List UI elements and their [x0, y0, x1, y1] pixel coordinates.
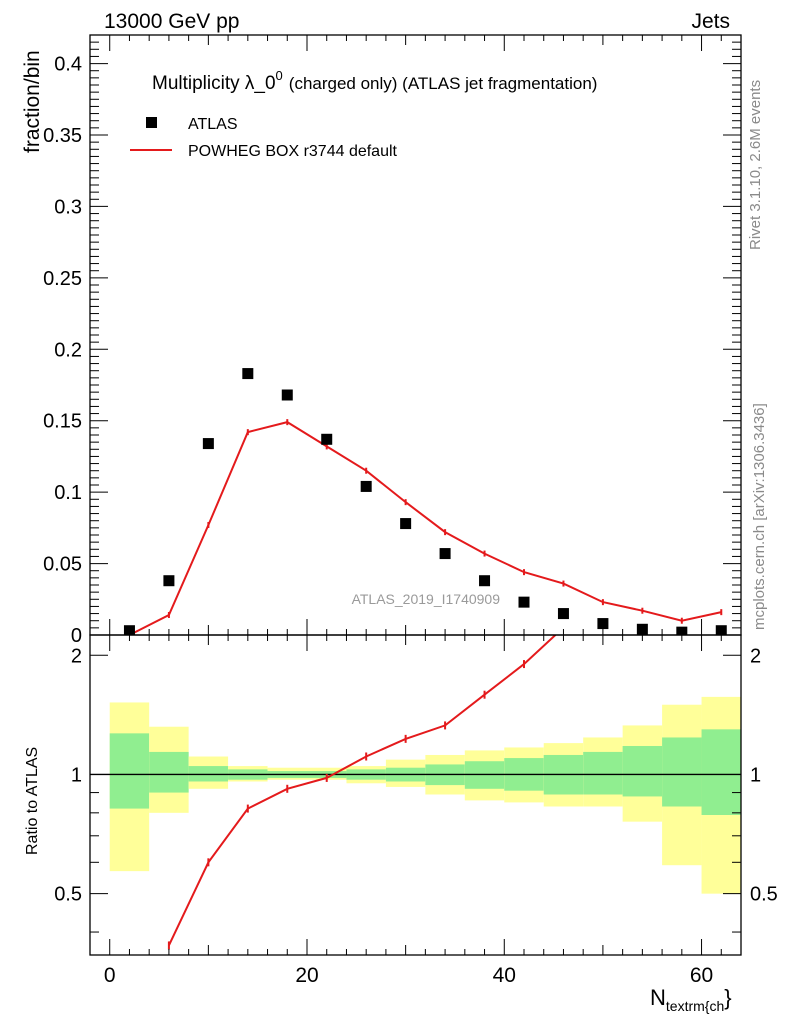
y-tick-label: 0.3 — [54, 196, 82, 218]
data-point — [321, 433, 333, 445]
rivet-label: Rivet 3.1.10, 2.6M events — [747, 80, 764, 250]
y-tick-label: 0 — [71, 625, 82, 647]
header-left: 13000 GeV pp — [104, 10, 239, 33]
data-point — [557, 608, 569, 620]
ratio-band-inner — [188, 766, 229, 782]
ratio-y-tick-label-left: 1 — [71, 764, 82, 786]
mc-series-line — [129, 421, 722, 635]
ratio-band-inner — [149, 751, 189, 793]
data-point — [360, 480, 372, 492]
ratio-y-tick-label-right: 0.5 — [750, 884, 778, 906]
x-label-main: N — [650, 985, 666, 1010]
ratio-band-inner — [662, 737, 702, 807]
analysis-tag: ATLAS_2019_I1740909 — [352, 591, 501, 607]
header-right: Jets — [691, 10, 730, 33]
data-point — [518, 596, 530, 608]
data-point — [439, 548, 451, 560]
mcplots-label: mcplots.cern.ch [arXiv:1306.3436] — [751, 403, 768, 630]
ratio-y-tick-label-right: 1 — [750, 764, 761, 786]
y-tick-label: 0.4 — [54, 54, 82, 76]
y-tick-label: 0.15 — [43, 411, 82, 433]
x-tick-label: 0 — [104, 964, 116, 987]
ratio-band-inner — [622, 745, 663, 797]
title-superscript: 0 — [276, 68, 283, 83]
ratio-band-inner — [583, 751, 623, 795]
data-point — [400, 518, 412, 530]
x-tick-label: 60 — [690, 964, 713, 987]
legend-marker-atlas — [146, 117, 157, 128]
ratio-y-tick-label-right: 2 — [750, 645, 761, 667]
ratio-y-axis-label: Ratio to ATLAS — [24, 747, 41, 855]
legend-label-powheg: POWHEG BOX r3744 default — [188, 143, 398, 160]
ratio-y-tick-label-left: 2 — [71, 645, 82, 667]
y-tick-label: 0.35 — [43, 125, 82, 147]
data-point — [597, 618, 609, 630]
data-point — [242, 368, 254, 380]
x-label-brace: } — [724, 985, 731, 1010]
ratio-band-inner — [701, 729, 741, 815]
ratio-band-inner — [109, 733, 150, 809]
title-main: Multiplicity λ_0 — [152, 73, 276, 94]
y-tick-label: 0.1 — [54, 482, 82, 504]
ratio-panel — [90, 635, 741, 950]
legend-label-atlas: ATLAS — [188, 116, 238, 133]
ratio-frame — [89, 634, 742, 956]
plot-title: Multiplicity λ_00 (charged only) (ATLAS j… — [152, 68, 597, 94]
data-point — [281, 389, 293, 401]
x-tick-label: 20 — [295, 964, 318, 987]
data-point — [202, 438, 214, 450]
x-tick-label: 40 — [493, 964, 516, 987]
y-tick-label: 0.25 — [43, 268, 82, 290]
title-rest: (charged only) (ATLAS jet fragmentation) — [289, 74, 598, 93]
y-tick-label: 0.2 — [54, 339, 82, 361]
y-tick-label: 0.05 — [43, 554, 82, 576]
x-axis-label: Ntextrm{ch} — [650, 985, 732, 1014]
x-label-sub: textrm{ch — [666, 998, 724, 1014]
y-axis-label: fraction/bin — [21, 50, 44, 153]
data-point — [163, 575, 175, 587]
ratio-y-tick-label-left: 0.5 — [54, 884, 82, 906]
data-point — [479, 575, 491, 587]
